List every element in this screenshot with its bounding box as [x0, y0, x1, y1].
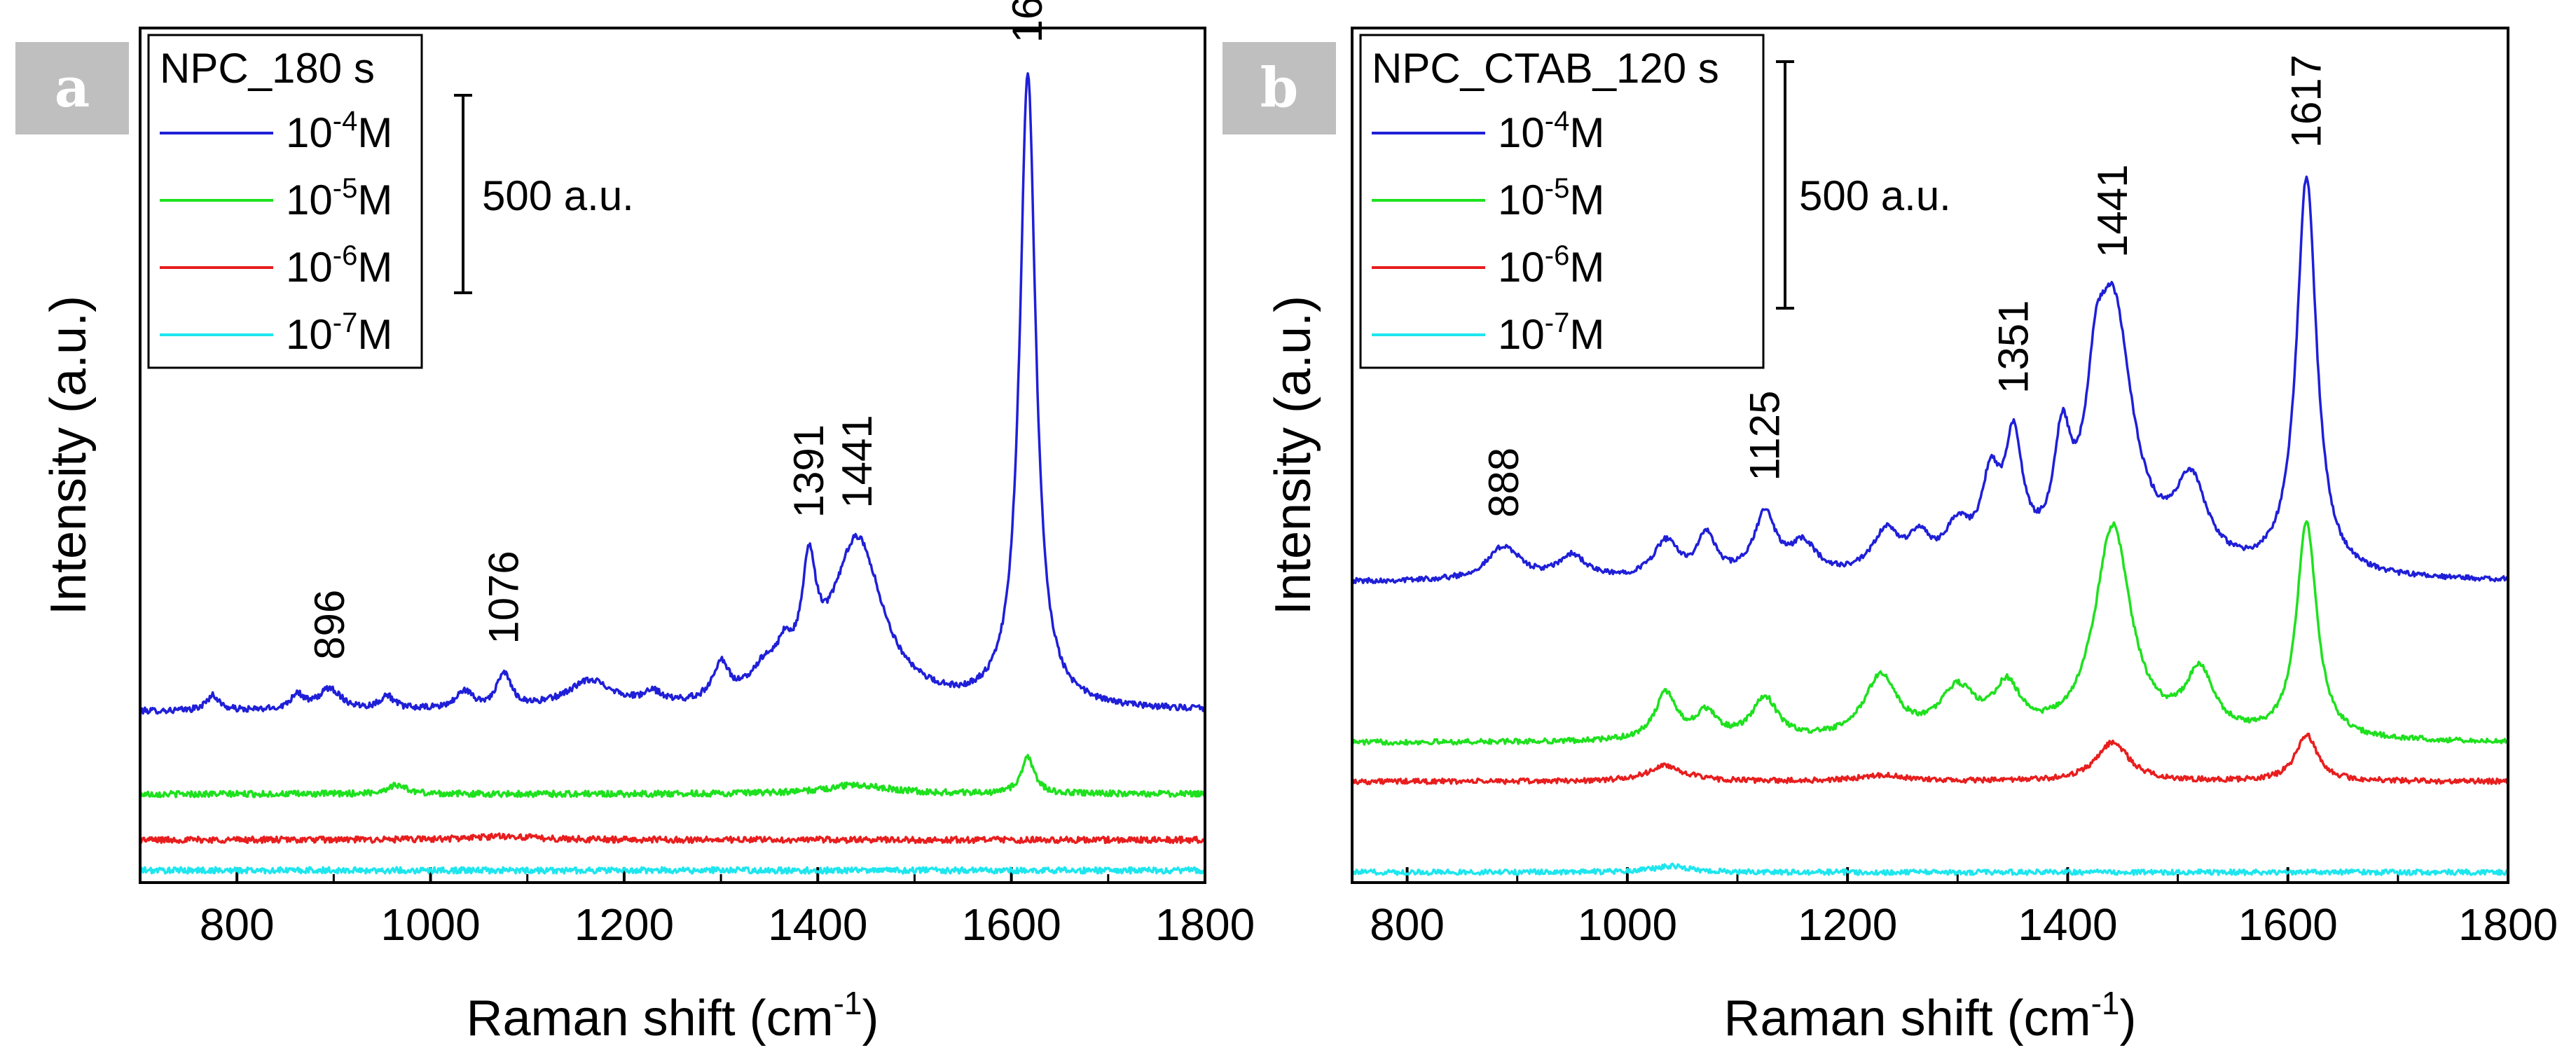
x-tick-label: 1800	[2458, 899, 2558, 950]
peak-label: 1441	[2089, 165, 2136, 258]
series-line-10-6M	[139, 832, 1206, 845]
scale-bar-b: 500 a.u.	[1776, 60, 1951, 310]
legend-a: NPC_180 s 10-4M 10-5M 10-6M 10-7M	[147, 34, 423, 369]
plot-area-b: 800 1000 1200 1400 1600 1800 888 1125 1351 1441 16…	[1351, 55, 2558, 950]
series-line-10-7M	[139, 866, 1206, 875]
peak-label: 1617	[2282, 55, 2329, 148]
series-line-10-4M	[1351, 175, 2509, 585]
series-line-10-5M	[139, 754, 1206, 799]
scale-bar-b-label: 500 a.u.	[1799, 172, 1951, 219]
panel-b: b 800 1000 1200 1400 1600 1800 888 1125 1351 1441…	[1222, 27, 2558, 1046]
panel-a: a 800 1000 1200 1400 1600 1800 896 1076 1391 1441…	[15, 0, 1255, 1046]
peak-label: 1391	[785, 424, 832, 518]
peak-label: 1351	[1990, 300, 2037, 394]
peak-label: 1076	[481, 551, 528, 644]
x-tick-label: 1600	[961, 899, 1061, 950]
scale-bar-a-label: 500 a.u.	[482, 172, 634, 219]
x-tick-label: 1600	[2238, 899, 2338, 950]
x-axis-title-b: Raman shift (cm-1)	[1724, 985, 2137, 1046]
panel-a-letter: a	[55, 56, 90, 120]
legend-b-entry-4: 10-7M	[1498, 308, 1604, 358]
x-tick-label: 800	[200, 899, 275, 950]
legend-b-title: NPC_CTAB_120 s	[1372, 45, 1719, 92]
series-line-10-7M	[1351, 862, 2509, 876]
x-tick-label: 1200	[1798, 899, 1897, 950]
x-tick-label: 1800	[1155, 899, 1255, 950]
x-tick-label: 1400	[2018, 899, 2117, 950]
legend-a-entry-2: 10-5M	[286, 173, 392, 223]
series-line-10-4M	[139, 72, 1206, 715]
panel-a-letter-badge	[15, 42, 129, 134]
series-line-10-5M	[1351, 520, 2509, 746]
legend-b-entry-1: 10-4M	[1498, 106, 1604, 156]
legend-b: NPC_CTAB_120 s 10-4M 10-5M 10-6M 10-7M	[1359, 34, 1765, 369]
peak-label: 1617	[1004, 0, 1051, 43]
x-tick-label: 1200	[574, 899, 674, 950]
plot-b-frame	[1351, 27, 2509, 884]
panel-b-letter: b	[1260, 56, 1299, 120]
legend-a-entry-3: 10-6M	[286, 240, 392, 291]
x-tick-label: 800	[1370, 899, 1445, 950]
panel-b-letter-badge	[1222, 42, 1336, 134]
x-tick-label: 1400	[768, 899, 867, 950]
x-axis-title-a: Raman shift (cm-1)	[467, 985, 879, 1046]
series-line-10-6M	[1351, 732, 2509, 786]
x-tick-label: 1000	[380, 899, 480, 950]
legend-b-entry-2: 10-5M	[1498, 173, 1604, 223]
legend-a-title: NPC_180 s	[160, 45, 375, 92]
peak-label: 1125	[1741, 391, 1788, 481]
scale-bar-a: 500 a.u.	[454, 94, 634, 294]
plot-a-frame	[139, 27, 1206, 884]
peak-label: 1441	[834, 415, 881, 508]
y-axis-title-b: Intensity (a.u.)	[1265, 296, 1321, 615]
peak-label: 896	[306, 590, 353, 660]
y-axis-title-a: Intensity (a.u.)	[41, 296, 97, 615]
legend-a-entry-1: 10-4M	[286, 106, 392, 156]
peak-label: 888	[1480, 448, 1527, 518]
x-tick-label: 1000	[1578, 899, 1677, 950]
legend-a-entry-4: 10-7M	[286, 308, 392, 358]
legend-b-entry-3: 10-6M	[1498, 240, 1604, 291]
